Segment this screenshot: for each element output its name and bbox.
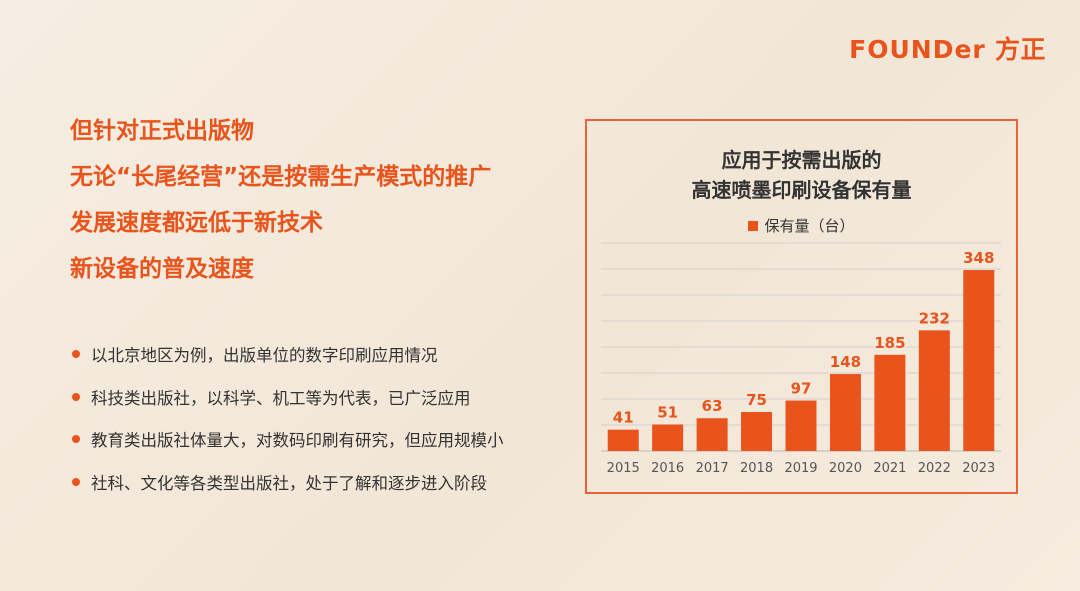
x-tick-label-2021: 2021 xyxy=(873,461,906,476)
bullet-dot-icon xyxy=(72,435,80,443)
data-label-2018: 75 xyxy=(746,391,767,409)
bullet-text: 科技类出版社，以科学、机工等为代表，已广泛应用 xyxy=(91,388,471,408)
data-label-2022: 232 xyxy=(919,309,950,327)
x-tick-label-2015: 2015 xyxy=(607,461,640,476)
chart-legend: 保有量（台） xyxy=(587,216,1016,236)
data-label-2020: 148 xyxy=(830,353,861,371)
data-label-2017: 63 xyxy=(702,397,723,415)
bullet-item: 以北京地区为例，出版单位的数字印刷应用情况 xyxy=(72,343,504,365)
bullet-dot-icon xyxy=(72,477,80,486)
data-label-2019: 97 xyxy=(791,380,812,398)
bullet-item: 社科、文化等各类型出版社，处于了解和逐步进入阶段 xyxy=(72,471,504,493)
headline-block: 但针对正式出版物 无论“长尾经营”还是按需生产模式的推广 发展速度都远低于新技术… xyxy=(70,118,491,302)
x-tick-label-2017: 2017 xyxy=(696,461,729,476)
legend-label: 保有量（台） xyxy=(764,217,855,235)
bar-2021 xyxy=(874,354,906,451)
bar-2019 xyxy=(785,400,817,451)
data-label-2016: 51 xyxy=(657,403,678,421)
bar-2023 xyxy=(963,270,995,451)
logo-latin: FOUNDer xyxy=(849,35,986,64)
bar-2016 xyxy=(652,424,684,451)
chart-title-line-1: 应用于按需出版的 xyxy=(721,148,882,172)
data-label-2021: 185 xyxy=(874,334,905,352)
x-tick-label-2016: 2016 xyxy=(651,461,684,476)
data-label-2023: 348 xyxy=(963,249,994,267)
headline-4: 新设备的普及速度 xyxy=(70,256,254,282)
chart-panel: 应用于按需出版的 高速喷墨印刷设备保有量 保有量（台） 41 2015 51 2016… xyxy=(585,119,1018,494)
x-tick-label-2022: 2022 xyxy=(918,461,951,476)
bar-2017 xyxy=(696,418,728,451)
bullet-dot-icon xyxy=(72,392,80,401)
bullet-list: 以北京地区为例，出版单位的数字印刷应用情况 科技类出版社，以科学、机工等为代表，… xyxy=(72,343,504,513)
bar-2018 xyxy=(741,412,773,451)
bullet-item: 科技类出版社，以科学、机工等为代表，已广泛应用 xyxy=(72,386,504,408)
x-tick-label-2018: 2018 xyxy=(740,461,773,476)
headline-3: 发展速度都远低于新技术 xyxy=(70,210,323,236)
bullet-dot-icon xyxy=(72,350,80,358)
bar-2020 xyxy=(829,374,861,451)
bullet-text: 社科、文化等各类型出版社，处于了解和逐步进入阶段 xyxy=(91,473,487,493)
bar-2022 xyxy=(918,330,950,451)
logo-cn: 方正 xyxy=(994,35,1046,64)
founder-logo: FOUNDer 方正 xyxy=(849,30,1046,66)
x-tick-label-2020: 2020 xyxy=(829,461,862,476)
x-tick-label-2023: 2023 xyxy=(962,461,995,476)
data-label-2015: 41 xyxy=(613,409,634,427)
headline-1: 但针对正式出版物 xyxy=(70,118,254,144)
bullet-text: 以北京地区为例，出版单位的数字印刷应用情况 xyxy=(91,346,438,365)
headline-2: 无论“长尾经营”还是按需生产模式的推广 xyxy=(70,164,492,190)
x-tick-label-2019: 2019 xyxy=(784,461,817,476)
chart-title-line-2: 高速喷墨印刷设备保有量 xyxy=(691,178,912,202)
bullet-item: 教育类出版社体量大，对数码印刷有研究，但应用规模小 xyxy=(72,428,504,450)
bar-chart: 41 2015 51 2016 63 2017 75 2018 97 2019 148 2020 185… xyxy=(601,242,1001,476)
legend-swatch-icon xyxy=(748,220,759,231)
bar-2015 xyxy=(607,429,639,451)
bullet-text: 教育类出版社体量大，对数码印刷有研究，但应用规模小 xyxy=(91,431,504,450)
